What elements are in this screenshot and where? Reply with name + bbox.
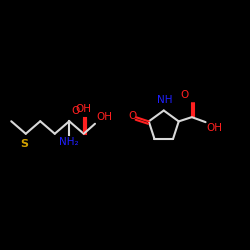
Text: S: S (20, 139, 28, 149)
Text: O: O (180, 90, 189, 100)
Text: O: O (128, 111, 136, 121)
Text: O: O (72, 106, 80, 116)
Text: NH₂: NH₂ (60, 137, 79, 147)
Text: OH: OH (76, 104, 92, 115)
Text: OH: OH (96, 112, 112, 122)
Text: OH: OH (206, 124, 222, 134)
Text: NH: NH (157, 95, 173, 105)
